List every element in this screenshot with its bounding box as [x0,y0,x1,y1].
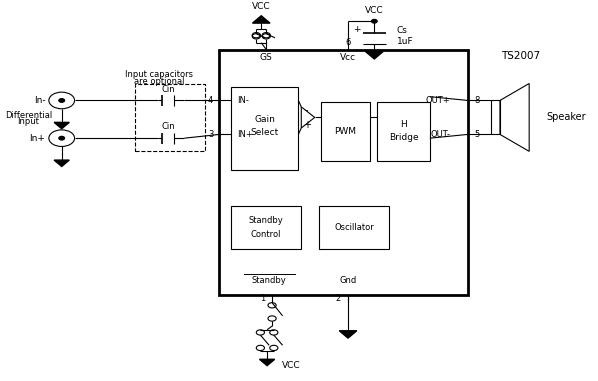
Text: Input capacitors: Input capacitors [126,70,193,79]
Text: Select: Select [251,128,279,137]
Text: are optional: are optional [134,77,185,86]
Bar [321,102,370,161]
Text: TS2007: TS2007 [501,51,540,61]
Text: Differential: Differential [5,111,52,120]
Polygon shape [339,331,357,338]
Text: 3: 3 [208,130,213,139]
Text: VCC: VCC [282,361,300,370]
Circle shape [371,19,377,23]
Text: Gain: Gain [254,115,275,124]
Bar [231,87,298,170]
Text: VCC: VCC [252,2,270,11]
Text: 2: 2 [335,294,341,303]
Text: +: + [353,25,361,34]
Text: In+: In+ [29,134,45,142]
Text: -: - [305,105,309,115]
Bar [135,84,205,151]
Text: VCC: VCC [365,6,384,15]
Text: Input: Input [17,117,39,126]
Circle shape [59,136,65,140]
Text: 8: 8 [474,96,479,105]
Text: PWM: PWM [334,127,356,136]
Text: OUT-: OUT- [431,130,450,139]
Text: Oscillator: Oscillator [334,223,374,232]
Text: Cs: Cs [396,26,407,35]
Text: Control: Control [251,230,282,239]
Text: Cin: Cin [161,85,175,94]
Text: IN+: IN+ [237,130,253,139]
Text: +: + [303,120,310,130]
Text: Speaker: Speaker [547,112,586,122]
Polygon shape [260,359,274,366]
Polygon shape [365,51,383,59]
Bar [231,206,301,250]
Text: Bridge: Bridge [389,133,419,142]
Polygon shape [54,160,69,166]
Polygon shape [252,16,270,23]
Text: GS: GS [260,53,273,62]
Text: 1: 1 [260,294,265,303]
Bar [219,50,468,295]
Text: 1uF: 1uF [396,37,413,46]
Text: Gnd: Gnd [340,276,356,285]
Text: IN-: IN- [237,96,249,105]
Bar [491,101,500,134]
Polygon shape [54,122,69,129]
Text: In-: In- [33,96,45,105]
Circle shape [59,99,65,102]
Text: Standby: Standby [249,216,283,225]
Text: Vcc: Vcc [340,53,356,62]
Text: 6: 6 [346,38,350,47]
Bar [319,206,389,250]
Text: 4: 4 [208,96,213,105]
Bar [377,102,430,161]
Text: 5: 5 [474,130,479,139]
Text: H: H [400,120,407,128]
Text: Standby: Standby [252,276,286,285]
Text: OUT+: OUT+ [426,96,450,105]
Text: Cin: Cin [161,122,175,131]
